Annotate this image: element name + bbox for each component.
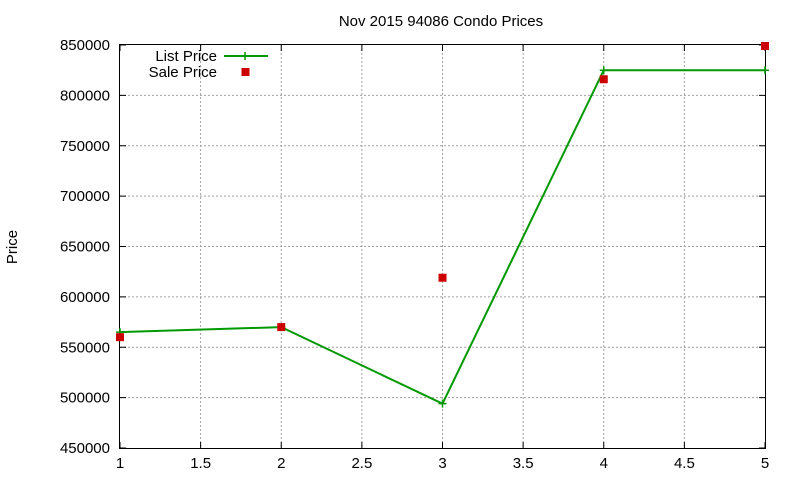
legend: List Price Sale Price (149, 48, 268, 81)
y-tick-label: 800000 (60, 87, 110, 104)
x-tick-label: 3 (438, 455, 446, 472)
y-axis-label: Price (4, 230, 21, 264)
y-tick-label: 450000 (60, 440, 110, 457)
y-tick-label: 850000 (60, 37, 110, 54)
x-tick-label: 1 (116, 455, 124, 472)
y-tick-label: 750000 (60, 138, 110, 155)
point-list-price (761, 66, 769, 75)
point-sale-price (761, 42, 769, 51)
point-sale-price (438, 273, 447, 282)
point-sale-price (599, 75, 608, 84)
x-tick-label: 4.5 (674, 455, 695, 472)
legend-marker-sale-price (241, 68, 250, 76)
point-sale-price (277, 323, 286, 332)
y-tick-label: 600000 (60, 289, 110, 306)
series-layer (116, 42, 769, 408)
legend-label-list-price: List Price (155, 48, 217, 65)
point-list-price (599, 66, 608, 75)
x-axis: 1 1.5 2 2.5 3 3.5 4 4.5 5 (116, 45, 769, 472)
chart-title: Nov 2015 94086 Condo Prices (339, 13, 543, 30)
x-tick-label: 1.5 (190, 455, 211, 472)
x-tick-label: 4 (600, 455, 608, 472)
y-tick-label: 500000 (60, 390, 110, 407)
y-tick-label: 550000 (60, 339, 110, 356)
x-tick-label: 2.5 (351, 455, 372, 472)
x-tick-label: 2 (277, 455, 285, 472)
grid (120, 45, 765, 448)
legend-marker-list-price (241, 52, 249, 60)
y-tick-label: 650000 (60, 239, 110, 256)
x-tick-label: 5 (761, 455, 769, 472)
point-sale-price (116, 333, 124, 342)
y-axis: 450000 500000 550000 600000 650000 700000 7500… (60, 37, 765, 457)
x-tick-label: 3.5 (513, 455, 534, 472)
plot-frame (119, 44, 766, 449)
legend-label-sale-price: Sale Price (149, 64, 217, 81)
point-list-price (438, 399, 447, 408)
y-tick-label: 700000 (60, 188, 110, 205)
